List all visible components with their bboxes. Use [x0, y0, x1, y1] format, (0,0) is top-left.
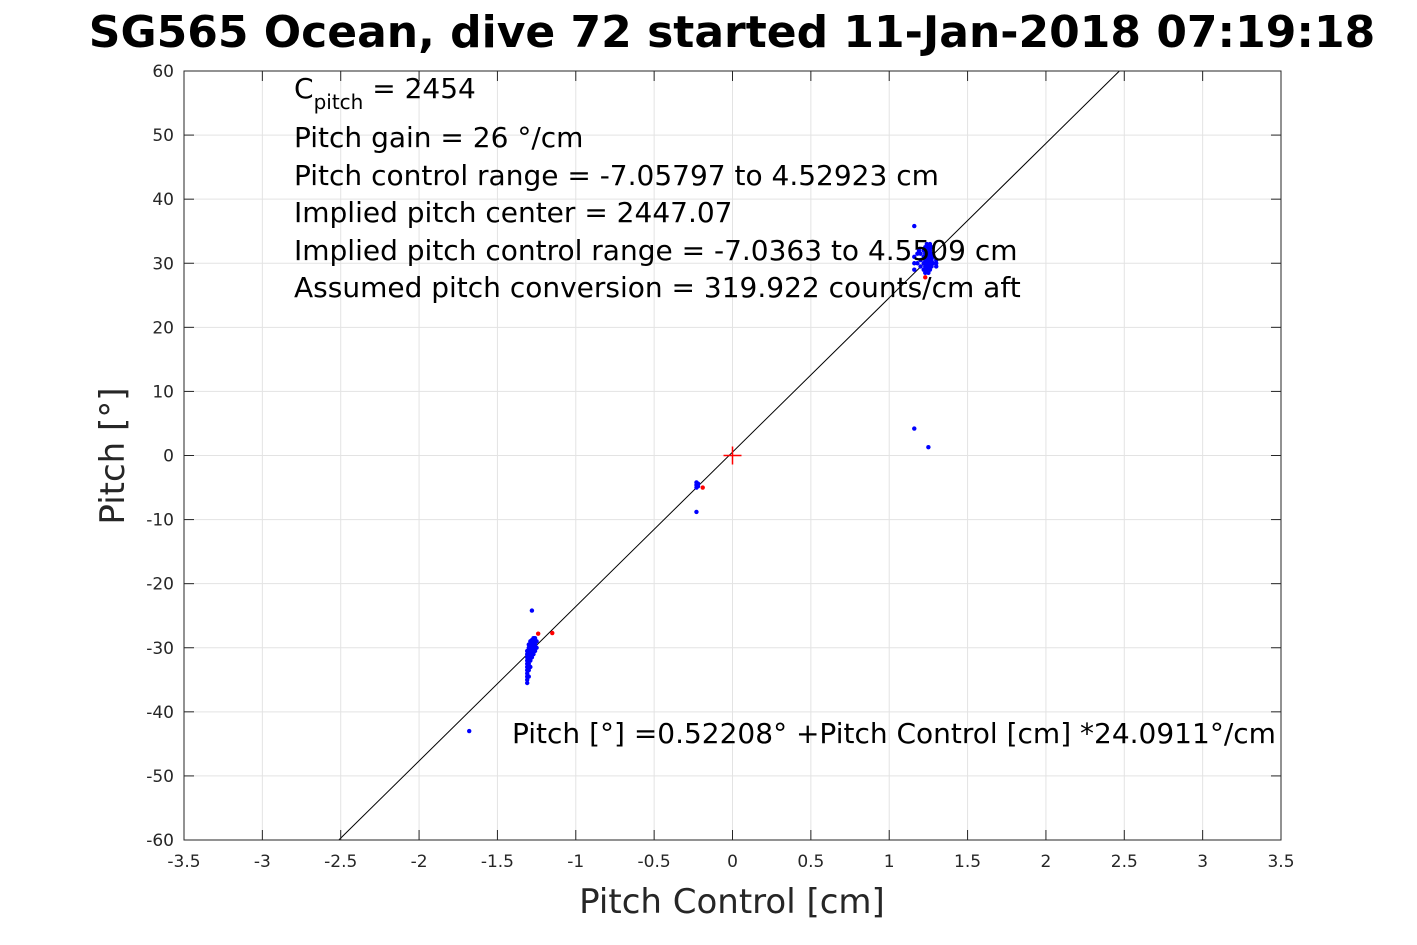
x-tick-label: 1.5 — [954, 852, 981, 872]
y-axis-label: Pitch [°] — [93, 387, 133, 524]
data-point-blue — [918, 257, 923, 263]
y-tick-label: -50 — [146, 767, 174, 787]
annotation-pitch-control-range: Pitch control range = -7.05797 to 4.5292… — [294, 159, 939, 192]
data-point-blue — [912, 254, 917, 260]
data-point-blue — [912, 426, 917, 431]
data-point-blue — [918, 251, 923, 256]
annotation-implied-pitch-center: Implied pitch center = 2447.07 — [294, 196, 732, 229]
y-tick-label: -40 — [146, 703, 174, 723]
x-tick-label: -1.5 — [481, 852, 514, 872]
data-point-red — [700, 485, 705, 490]
data-point-blue — [529, 608, 535, 613]
data-point-blue — [929, 245, 934, 250]
data-point-blue — [918, 264, 923, 269]
data-point-blue — [695, 484, 701, 489]
data-point-blue — [934, 264, 939, 269]
data-point-blue — [534, 645, 539, 650]
annotation-c-pitch: Cpitch = 2454 — [294, 72, 476, 114]
x-tick-label: 2 — [1041, 852, 1052, 872]
data-point-red — [923, 275, 928, 280]
annotation-assumed-pitch-conversion: Assumed pitch conversion = 319.922 count… — [294, 271, 1021, 304]
x-tick-label: 0.5 — [797, 852, 824, 872]
y-tick-label: 30 — [152, 254, 174, 274]
fit-equation-label: Pitch [°] =0.52208° +Pitch Control [cm] … — [512, 717, 1276, 750]
x-tick-label: 3.5 — [1267, 852, 1294, 872]
x-tick-label: 0 — [727, 852, 738, 872]
y-tick-label: -30 — [146, 639, 174, 659]
data-point-blue — [930, 261, 936, 266]
x-tick-label: -0.5 — [638, 852, 671, 872]
x-tick-label: -2.5 — [324, 852, 357, 872]
data-points — [467, 223, 939, 734]
annotation-implied-pitch-control-range: Implied pitch control range = -7.0363 to… — [294, 234, 1018, 267]
chart-title: SG565 Ocean, dive 72 started 11-Jan-2018… — [89, 7, 1375, 58]
y-tick-label: 10 — [152, 382, 174, 402]
data-point-blue — [534, 639, 539, 644]
data-point-blue — [934, 261, 939, 266]
x-tick-label: -1 — [567, 852, 584, 872]
data-point-blue — [912, 223, 917, 229]
annotation-c-pitch-value: = 2454 — [363, 72, 476, 105]
data-point-blue — [915, 261, 920, 266]
x-tick-label: -2 — [411, 852, 428, 872]
y-tick-label: 50 — [152, 126, 174, 146]
x-tick-label: 3 — [1197, 852, 1208, 872]
data-point-blue — [934, 257, 939, 263]
annotation-pitch-gain: Pitch gain = 26 °/cm — [294, 121, 583, 154]
center-marker-group — [723, 446, 742, 465]
y-tick-label: 60 — [152, 62, 174, 82]
x-tick-label: 1 — [884, 852, 895, 872]
data-point-blue — [526, 674, 531, 679]
data-point-blue — [525, 680, 530, 686]
data-point-red — [535, 631, 541, 636]
axis-ticks — [183, 70, 1282, 841]
data-point-red — [550, 630, 555, 636]
data-point-blue — [467, 728, 472, 734]
y-tick-label: -20 — [146, 575, 174, 595]
x-tick-label: -3 — [254, 852, 271, 872]
data-point-blue — [930, 254, 936, 260]
y-tick-label: 40 — [152, 190, 174, 210]
y-tick-label: 20 — [152, 318, 174, 338]
annotation-c-pitch-subscript: pitch — [314, 90, 364, 114]
data-point-blue — [694, 509, 699, 515]
data-point-blue — [926, 444, 931, 450]
x-tick-label: -3.5 — [167, 852, 200, 872]
data-point-blue — [912, 261, 917, 266]
y-tick-label: -60 — [146, 831, 174, 851]
data-point-blue — [528, 664, 533, 670]
y-tick-labels: -60 -50 -40 -30 -20 -10 0 10 20 30 40 50 60 — [146, 62, 174, 851]
x-tick-labels: -3.5 -3 -2.5 -2 -1.5 -1 -0.5 0 0.5 1 1.5 2 2.5 3 3.5 — [167, 852, 1294, 872]
annotation-block: Cpitch = 2454 Pitch gain = 26 °/cm Pitch… — [294, 72, 1021, 304]
data-point-blue — [912, 267, 917, 272]
x-axis-label: Pitch Control [cm] — [579, 882, 885, 922]
annotation-c-pitch-main: C — [294, 72, 314, 105]
x-tick-label: 2.5 — [1111, 852, 1138, 872]
y-tick-label: 0 — [163, 447, 174, 467]
y-tick-label: -10 — [146, 511, 174, 531]
